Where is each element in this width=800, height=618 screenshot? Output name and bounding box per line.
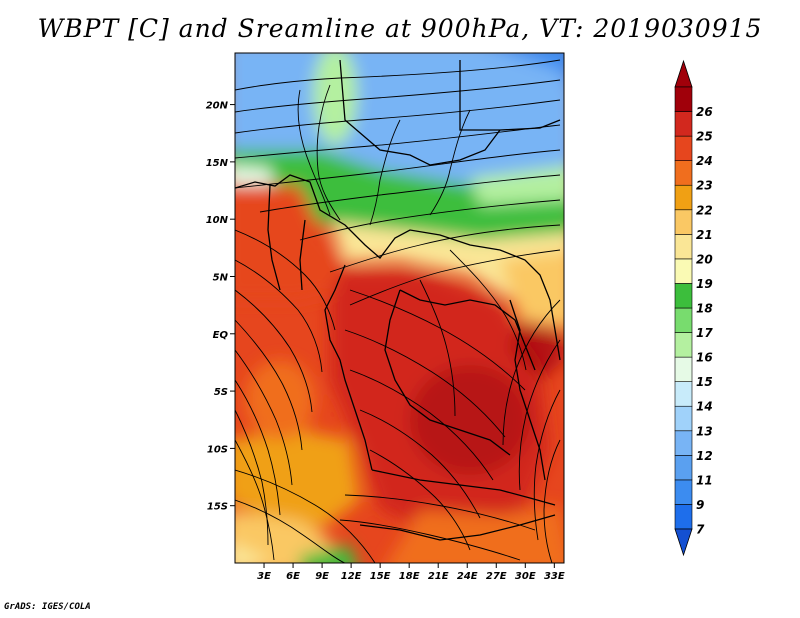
colorbar-under-arrow bbox=[674, 528, 693, 557]
chart-title: WBPT [C] and Sreamline at 900hPa, VT: 20… bbox=[37, 14, 763, 43]
colorbar-swatch bbox=[674, 405, 693, 432]
colorbar-level-label: 9 bbox=[696, 498, 704, 512]
colorbar-level-label: 12 bbox=[696, 449, 713, 463]
longitude-axis: 3E 6E 9E 12E 15E 18E 21E 24E 27E 30E 33E bbox=[257, 563, 565, 582]
colorbar-swatch bbox=[674, 234, 693, 260]
colorbar-swatch bbox=[674, 479, 693, 505]
colorbar-swatch bbox=[674, 111, 693, 137]
colorbar-level-label: 11 bbox=[696, 473, 713, 487]
colorbar-level-label: 21 bbox=[696, 228, 713, 242]
colorbar-swatch bbox=[674, 258, 693, 284]
lat-tick-label: 15S bbox=[207, 502, 228, 513]
colorbar-level-label: 18 bbox=[696, 302, 713, 316]
colorbar-swatch bbox=[674, 283, 693, 309]
colorbar-swatch bbox=[674, 356, 693, 382]
lat-tick-label: 15N bbox=[206, 158, 229, 169]
colorbar-level-label: 25 bbox=[696, 130, 713, 144]
latitude-axis: 20N 15N 10N 5N EQ 5S 10S 15S bbox=[206, 101, 235, 513]
colorbar-swatch bbox=[674, 184, 693, 211]
colorbar-level-label: 15 bbox=[696, 375, 713, 389]
lat-tick-label: 10N bbox=[206, 215, 229, 226]
colorbar-level-label: 20 bbox=[696, 252, 713, 266]
colorbar-swatch bbox=[674, 135, 693, 161]
lon-tick-label: 21E bbox=[428, 571, 449, 582]
colorbar-legend: 7 9 11 12 13 14 15 16 17 18 19 20 21 22 23 24 25 26 bbox=[674, 59, 713, 557]
colorbar-level-label: 22 bbox=[696, 203, 713, 217]
colorbar-swatch bbox=[674, 160, 693, 186]
colorbar-level-label: 23 bbox=[696, 179, 713, 193]
colorbar-swatch bbox=[674, 209, 693, 235]
wbpt-field bbox=[235, 53, 564, 563]
lon-tick-label: 30E bbox=[515, 571, 536, 582]
map-frame bbox=[234, 52, 565, 564]
lat-tick-label: 5N bbox=[213, 272, 229, 283]
lon-tick-label: 27E bbox=[486, 571, 507, 582]
lat-tick-label: EQ bbox=[213, 330, 229, 341]
colorbar-level-label: 7 bbox=[696, 523, 705, 537]
colorbar-over-arrow bbox=[674, 59, 693, 88]
lat-tick-label: 5S bbox=[214, 387, 228, 398]
lon-tick-label: 9E bbox=[315, 571, 329, 582]
colorbar-swatch bbox=[674, 430, 693, 456]
lon-tick-label: 12E bbox=[341, 571, 362, 582]
colorbar-level-label: 24 bbox=[696, 154, 713, 168]
colorbar-swatch bbox=[674, 381, 693, 407]
colorbar-swatch bbox=[674, 86, 693, 112]
lon-tick-label: 18E bbox=[399, 571, 420, 582]
credit-label: GrADS: IGES/COLA bbox=[4, 602, 91, 612]
colorbar-swatch bbox=[674, 455, 693, 481]
streamlines bbox=[235, 59, 561, 563]
lat-tick-label: 20N bbox=[206, 101, 229, 112]
colorbar-swatch bbox=[674, 307, 693, 333]
lon-tick-label: 3E bbox=[257, 571, 271, 582]
lon-tick-label: 33E bbox=[544, 571, 565, 582]
colorbar-level-label: 14 bbox=[696, 400, 713, 414]
colorbar-level-label: 26 bbox=[696, 105, 713, 119]
lat-tick-label: 10S bbox=[207, 444, 228, 455]
lon-tick-label: 15E bbox=[370, 571, 391, 582]
lon-tick-label: 6E bbox=[286, 571, 300, 582]
colorbar-level-label: 19 bbox=[696, 277, 713, 291]
colorbar-swatch bbox=[674, 332, 693, 358]
colorbar-level-label: 16 bbox=[696, 351, 713, 365]
colorbar-level-label: 13 bbox=[696, 424, 713, 438]
lon-tick-label: 24E bbox=[457, 571, 478, 582]
colorbar-level-label: 17 bbox=[696, 326, 713, 340]
country-borders bbox=[235, 59, 561, 541]
colorbar-swatch bbox=[674, 504, 693, 530]
